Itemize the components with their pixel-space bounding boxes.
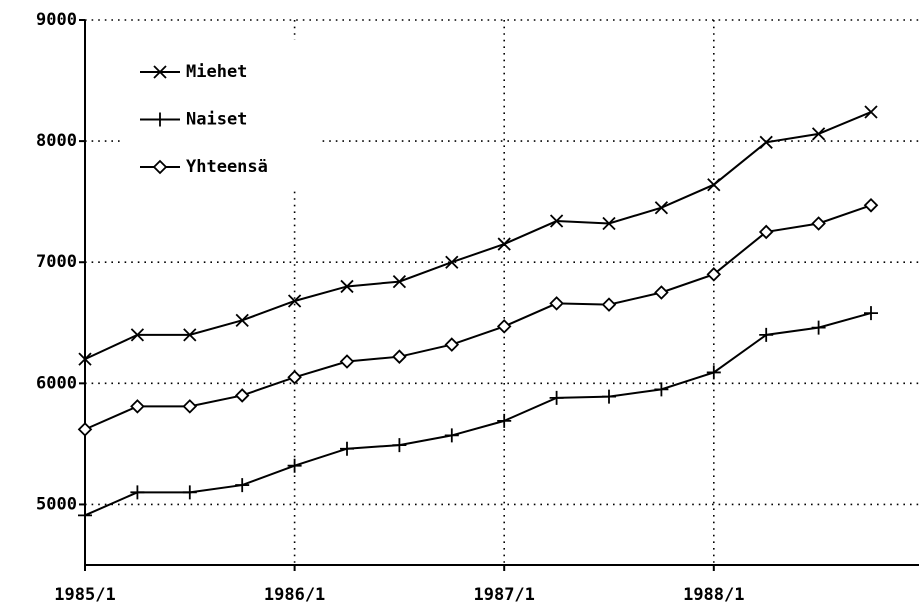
point — [496, 319, 512, 334]
legend-marker — [153, 65, 167, 79]
point — [863, 198, 879, 213]
point — [601, 297, 617, 312]
point — [392, 349, 407, 364]
point — [758, 224, 774, 240]
point — [340, 441, 354, 456]
x-tick-label: 1985/1 — [54, 585, 115, 605]
point — [811, 216, 826, 231]
y-tick-label: 8000 — [36, 131, 77, 151]
point — [444, 337, 460, 352]
legend-label: Miehet — [186, 62, 247, 82]
point — [78, 508, 92, 523]
point — [759, 135, 773, 149]
point — [444, 428, 459, 443]
point — [287, 294, 302, 308]
point — [339, 354, 355, 369]
x-tick-label: 1986/1 — [264, 585, 325, 605]
point — [811, 127, 826, 141]
series-line — [84, 312, 872, 517]
point — [130, 328, 145, 342]
series-line — [84, 204, 872, 431]
point — [759, 327, 774, 342]
point — [497, 237, 511, 251]
x-tick-label: 1987/1 — [473, 585, 534, 605]
point — [549, 390, 564, 405]
y-tick-label: 9000 — [36, 10, 77, 30]
point — [602, 216, 616, 231]
legend-marker — [153, 112, 167, 127]
y-tick-label: 5000 — [36, 494, 77, 514]
point — [235, 313, 249, 327]
point — [392, 438, 407, 453]
point — [287, 370, 302, 385]
legend-label: Yhteensä — [186, 157, 268, 177]
point — [234, 388, 250, 403]
point — [130, 399, 145, 414]
point — [130, 485, 145, 500]
point — [654, 201, 669, 215]
point — [287, 458, 302, 473]
legend-label: Naiset — [186, 110, 247, 130]
series-line — [84, 111, 872, 361]
point — [707, 178, 721, 192]
legend-marker — [152, 159, 168, 175]
point — [864, 306, 878, 321]
point — [811, 320, 826, 335]
point — [549, 214, 564, 228]
y-tick-label: 6000 — [36, 373, 77, 393]
point — [706, 267, 722, 282]
point — [392, 274, 407, 289]
point — [654, 382, 669, 397]
point — [183, 328, 197, 342]
point — [654, 285, 669, 300]
y-tick-label: 7000 — [36, 252, 77, 272]
point — [182, 399, 198, 414]
x-tick-label: 1988/1 — [683, 585, 744, 605]
point — [182, 485, 197, 500]
legend-background — [120, 40, 320, 190]
point — [235, 478, 250, 493]
point — [549, 296, 564, 311]
point — [340, 279, 354, 294]
point — [706, 365, 721, 380]
point — [78, 352, 92, 366]
point — [497, 413, 512, 428]
point — [77, 422, 93, 437]
point — [445, 255, 459, 269]
point — [602, 389, 616, 404]
point — [864, 105, 878, 119]
